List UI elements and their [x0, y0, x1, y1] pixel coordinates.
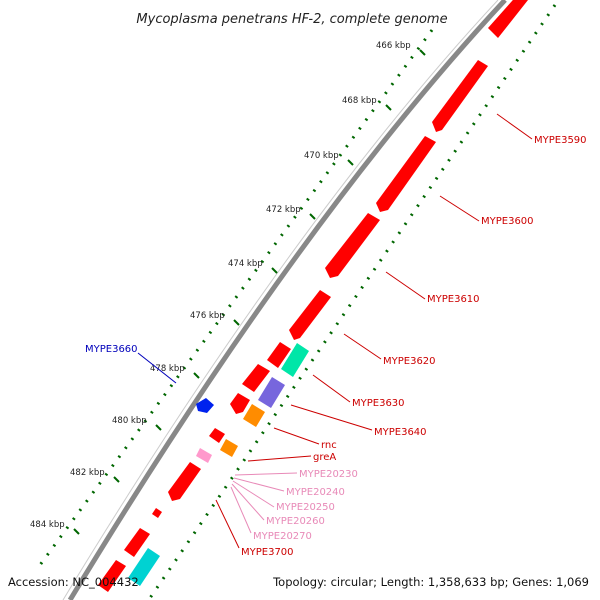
map-title: Mycoplasma penetrans HF-2, complete geno…	[136, 12, 447, 27]
svg-text:482 kbp: 482 kbp	[70, 468, 105, 478]
gene-arrow[interactable]	[168, 462, 201, 501]
leader-line	[215, 499, 240, 549]
gene-label[interactable]: MYPE20270	[253, 531, 312, 542]
genome-backbone-highlight	[62, 0, 499, 600]
tick-mark: 472 kbp	[266, 205, 316, 220]
tick-line	[73, 528, 80, 535]
tick-mark: 466 kbp	[376, 41, 426, 56]
leader-line	[233, 477, 285, 492]
gene-arrow[interactable]	[267, 342, 291, 368]
leader-line	[230, 486, 252, 534]
gene-arrow[interactable]	[376, 136, 436, 212]
gene-label[interactable]: MYPE20240	[286, 487, 345, 498]
svg-text:476 kbp: 476 kbp	[190, 311, 225, 321]
tick-mark: 478 kbp	[150, 364, 200, 379]
leader-line	[290, 404, 373, 431]
gene-label[interactable]: rnc	[321, 440, 337, 451]
gene-arrow[interactable]	[432, 60, 488, 132]
tick-mark: 482 kbp	[70, 468, 120, 483]
tick-line	[309, 213, 316, 220]
svg-text:474 kbp: 474 kbp	[228, 259, 263, 269]
trna-feature[interactable]	[196, 448, 212, 463]
tick-mark: 480 kbp	[112, 416, 162, 431]
inner-dotted-track	[148, 4, 557, 599]
tick-mark: 470 kbp	[304, 151, 354, 166]
misc-feature-purple[interactable]	[258, 377, 285, 408]
position-ticks: 466 kbp 468 kbp 470 kbp 472 kbp 474 kbp …	[30, 41, 426, 535]
cyan-feature[interactable]	[128, 548, 160, 586]
svg-text:484 kbp: 484 kbp	[30, 520, 65, 530]
leader-line	[232, 480, 275, 508]
svg-text:468 kbp: 468 kbp	[342, 96, 377, 106]
gene-label[interactable]: MYPE20230	[299, 469, 358, 480]
tick-line	[113, 476, 120, 483]
gene-arrow[interactable]	[152, 508, 162, 518]
topology-text: Topology: circular; Length: 1,358,633 bp…	[272, 575, 589, 589]
tick-line	[193, 372, 200, 379]
gene-label[interactable]: MYPE3640	[374, 427, 427, 438]
accession-text: Accession: NC_004432	[8, 575, 139, 589]
gene-arrow[interactable]	[209, 428, 225, 443]
gene-labels: MYPE3590 MYPE3600 MYPE3610 MYPE3620 MYPE…	[85, 113, 587, 558]
gene-label[interactable]: MYPE3700	[241, 547, 294, 558]
tick-line	[347, 159, 354, 166]
tick-mark: 476 kbp	[190, 311, 240, 326]
leader-line	[312, 374, 351, 403]
gene-label[interactable]: MYPE3590	[534, 135, 587, 146]
gene-label[interactable]: MYPE3610	[427, 294, 480, 305]
gene-arrow[interactable]	[98, 560, 126, 592]
tick-mark: 474 kbp	[228, 259, 278, 274]
gene-label[interactable]: MYPE3630	[352, 398, 405, 409]
leader-line	[439, 195, 480, 222]
gene-label[interactable]: MYPE3660	[85, 344, 138, 355]
rrna-feature[interactable]	[281, 343, 309, 377]
gene-arrow[interactable]	[242, 364, 270, 392]
leader-line	[137, 352, 177, 384]
gene-label[interactable]: greA	[313, 452, 336, 463]
tick-line	[385, 104, 392, 111]
gene-arrow[interactable]	[289, 290, 331, 340]
gene-arrow[interactable]	[230, 393, 250, 414]
tick-line	[233, 319, 240, 326]
gene-arrow[interactable]	[325, 213, 380, 278]
leader-line	[231, 483, 265, 521]
svg-text:480 kbp: 480 kbp	[112, 416, 147, 426]
leader-line	[385, 271, 426, 300]
leader-line	[496, 113, 533, 140]
svg-text:466 kbp: 466 kbp	[376, 41, 411, 51]
svg-text:478 kbp: 478 kbp	[150, 364, 185, 374]
tick-mark: 468 kbp	[342, 96, 392, 111]
leader-line	[343, 333, 382, 360]
leader-line	[247, 455, 312, 462]
gene-label[interactable]: MYPE20250	[276, 502, 335, 513]
outer-dotted-track	[38, 29, 434, 566]
forward-gene-arrow[interactable]	[196, 398, 214, 413]
gene-arrow[interactable]	[488, 0, 528, 38]
gene-label[interactable]: MYPE20260	[266, 516, 325, 527]
cds-track	[98, 0, 528, 592]
svg-text:470 kbp: 470 kbp	[304, 151, 339, 161]
tick-line	[271, 267, 278, 274]
svg-text:472 kbp: 472 kbp	[266, 205, 301, 215]
gene-label[interactable]: MYPE3600	[481, 216, 534, 227]
tick-line	[155, 424, 162, 431]
tick-mark: 484 kbp	[30, 520, 80, 535]
gene-label[interactable]: MYPE3620	[383, 356, 436, 367]
misc-feature-orange-small[interactable]	[220, 439, 238, 457]
leader-line	[273, 427, 320, 445]
tick-line	[419, 49, 426, 56]
misc-feature-orange[interactable]	[243, 404, 265, 427]
gene-arrow[interactable]	[124, 528, 150, 557]
genome-backbone	[67, 0, 507, 600]
leader-line	[234, 472, 298, 476]
